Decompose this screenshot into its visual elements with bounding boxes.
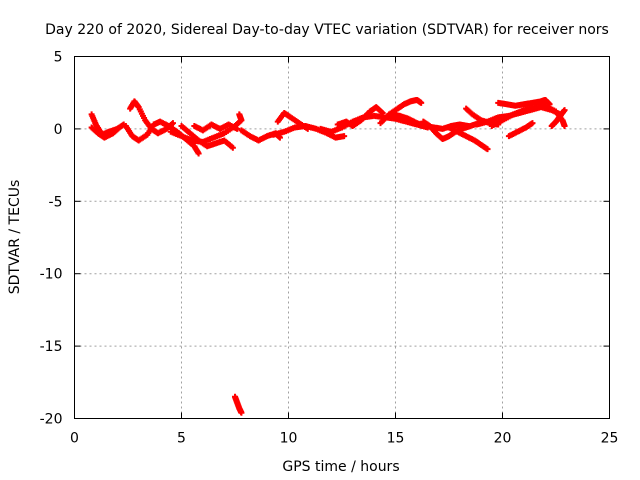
series-track-w	[548, 107, 568, 130]
series-track-c	[127, 98, 176, 137]
series-track-i	[232, 393, 245, 416]
series-track-m	[334, 104, 386, 130]
data-point	[236, 111, 243, 118]
series-track-f	[178, 123, 236, 151]
data-point	[229, 144, 236, 151]
y-tick-label: 5	[54, 50, 63, 66]
x-tick-label: 25	[601, 431, 619, 447]
plot-border	[74, 56, 610, 419]
data-point	[529, 120, 536, 127]
data-point	[561, 123, 568, 130]
y-axis-label: SDTVAR / TECUs	[7, 180, 23, 295]
data-point	[238, 409, 245, 416]
series-track-g	[191, 121, 241, 134]
y-tick-label: -5	[49, 194, 63, 210]
x-tick-label: 10	[280, 431, 298, 447]
y-tick-label: -15	[40, 339, 63, 355]
data-point	[341, 133, 348, 140]
data-point	[418, 99, 425, 106]
series-track-b	[88, 124, 123, 141]
x-tick-label: 5	[177, 431, 186, 447]
data-point	[169, 120, 176, 127]
x-tick-label: 0	[70, 431, 79, 447]
series-track-u	[488, 102, 568, 130]
x-tick-label: 15	[387, 431, 405, 447]
data-point	[379, 109, 386, 116]
data-point	[195, 150, 202, 157]
series-track-n	[377, 96, 425, 127]
y-tick-label: 0	[54, 122, 63, 138]
series-track-q	[446, 124, 491, 153]
chart-title: Day 220 of 2020, Sidereal Day-to-day VTE…	[45, 22, 609, 38]
x-tick-label: 20	[494, 431, 512, 447]
y-tick-label: -20	[40, 412, 63, 428]
data-point	[116, 124, 123, 131]
series-track-t	[495, 96, 553, 109]
series-track-v	[505, 120, 536, 140]
data-point	[484, 146, 491, 153]
x-axis-label: GPS time / hours	[282, 459, 399, 475]
data-point	[561, 107, 568, 114]
y-tick-label: -10	[40, 267, 63, 283]
data-point	[234, 125, 241, 132]
data-points	[88, 96, 568, 416]
